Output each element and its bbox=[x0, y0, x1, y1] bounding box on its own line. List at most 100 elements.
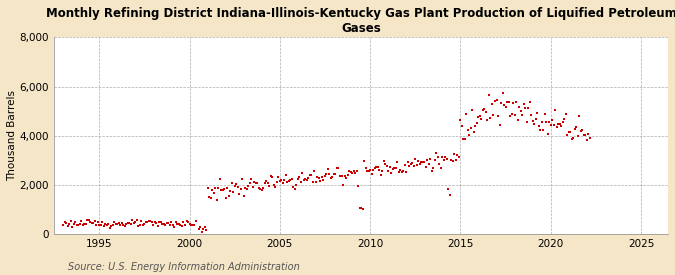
Point bbox=[562, 133, 572, 137]
Point bbox=[472, 121, 483, 125]
Point bbox=[527, 119, 538, 123]
Point bbox=[336, 174, 347, 179]
Point bbox=[83, 218, 94, 222]
Point bbox=[348, 169, 359, 174]
Point bbox=[358, 159, 369, 163]
Point bbox=[184, 222, 195, 226]
Point bbox=[263, 180, 273, 185]
Point bbox=[157, 221, 168, 226]
Point bbox=[59, 220, 70, 224]
Point bbox=[282, 180, 293, 185]
Point bbox=[477, 108, 488, 112]
Point bbox=[315, 179, 326, 184]
Point bbox=[160, 223, 171, 228]
Point bbox=[232, 185, 243, 189]
Point bbox=[363, 169, 374, 174]
Point bbox=[489, 98, 500, 103]
Point bbox=[227, 190, 238, 194]
Point bbox=[449, 152, 460, 156]
Point bbox=[533, 123, 544, 128]
Point bbox=[372, 164, 383, 169]
Point bbox=[479, 107, 490, 111]
Point bbox=[440, 155, 451, 160]
Point bbox=[85, 220, 96, 224]
Point bbox=[249, 180, 260, 185]
Point bbox=[288, 185, 299, 189]
Point bbox=[522, 106, 533, 110]
Point bbox=[133, 223, 144, 228]
Point bbox=[407, 161, 418, 165]
Point bbox=[569, 126, 580, 131]
Point bbox=[107, 222, 118, 227]
Point bbox=[285, 178, 296, 182]
Point bbox=[312, 175, 323, 179]
Point bbox=[356, 206, 367, 211]
Point bbox=[352, 184, 363, 188]
Point bbox=[461, 112, 472, 116]
Point bbox=[271, 180, 282, 185]
Point bbox=[198, 227, 209, 231]
Point bbox=[468, 130, 479, 134]
Point bbox=[494, 123, 505, 127]
Point bbox=[377, 169, 387, 174]
Point bbox=[205, 196, 216, 200]
Point bbox=[350, 170, 360, 175]
Point bbox=[362, 168, 373, 173]
Point bbox=[149, 220, 160, 225]
Point bbox=[80, 222, 91, 227]
Point bbox=[402, 160, 413, 164]
Point bbox=[319, 174, 330, 178]
Point bbox=[394, 170, 404, 175]
Point bbox=[207, 188, 217, 192]
Point bbox=[505, 114, 516, 118]
Point bbox=[566, 137, 577, 141]
Point bbox=[72, 223, 82, 227]
Point bbox=[112, 221, 123, 226]
Point bbox=[73, 222, 84, 227]
Point bbox=[441, 157, 452, 161]
Point bbox=[435, 166, 446, 170]
Point bbox=[452, 153, 463, 158]
Point bbox=[539, 112, 550, 116]
Point bbox=[488, 113, 499, 118]
Point bbox=[100, 222, 111, 226]
Point bbox=[169, 225, 180, 229]
Point bbox=[554, 122, 565, 127]
Point bbox=[374, 168, 385, 172]
Point bbox=[437, 155, 448, 159]
Point bbox=[323, 167, 333, 172]
Point bbox=[585, 136, 595, 140]
Point bbox=[142, 220, 153, 224]
Point bbox=[258, 186, 269, 190]
Point bbox=[290, 186, 300, 191]
Point bbox=[199, 224, 210, 229]
Point bbox=[548, 122, 559, 127]
Point bbox=[380, 162, 391, 166]
Point bbox=[487, 102, 497, 106]
Point bbox=[364, 168, 375, 173]
Point bbox=[222, 185, 233, 190]
Point bbox=[246, 177, 256, 181]
Point bbox=[369, 166, 380, 170]
Point bbox=[286, 177, 297, 182]
Point bbox=[276, 178, 287, 182]
Point bbox=[390, 166, 401, 170]
Point bbox=[79, 222, 90, 227]
Point bbox=[200, 227, 211, 232]
Point bbox=[62, 224, 73, 228]
Point bbox=[74, 222, 85, 226]
Point bbox=[67, 225, 78, 229]
Point bbox=[294, 175, 305, 180]
Point bbox=[476, 117, 487, 122]
Point bbox=[559, 117, 570, 122]
Point bbox=[95, 222, 106, 227]
Point bbox=[234, 192, 244, 196]
Point bbox=[165, 223, 176, 227]
Point bbox=[509, 113, 520, 117]
Point bbox=[300, 177, 310, 181]
Point bbox=[423, 161, 434, 166]
Point bbox=[339, 174, 350, 178]
Point bbox=[124, 221, 135, 225]
Point bbox=[252, 181, 263, 186]
Point bbox=[250, 181, 261, 186]
